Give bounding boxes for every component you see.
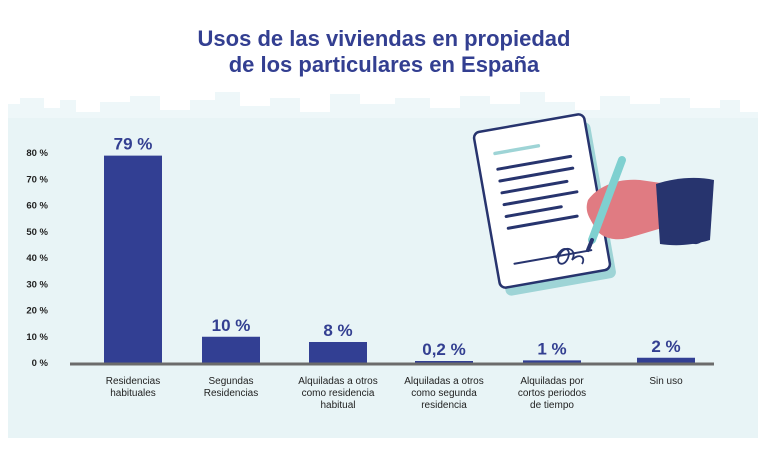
category-label: Residencias habituales (106, 376, 160, 399)
bar-value-label: 79 % (114, 135, 153, 154)
bar (415, 361, 473, 363)
bar-value-label: 8 % (323, 321, 352, 340)
bar (104, 155, 162, 363)
category-label: Segundas Residencias (204, 376, 258, 399)
skyline-decoration (8, 92, 758, 120)
category-label: Sin uso (649, 376, 683, 387)
pen-icon (586, 156, 626, 252)
bar-value-label: 2 % (651, 337, 680, 356)
category-label: Alquiladas a otros como residencia habitua… (298, 376, 378, 411)
y-tick-label: 80 % (26, 148, 48, 159)
title-line-2: de los particulares en España (228, 52, 540, 77)
title-line-1: Usos de las viviendas en propiedad (197, 26, 571, 51)
hand-signing-icon (586, 177, 714, 246)
y-tick-label: 20 % (26, 306, 48, 317)
category-label: Alquiladas por cortos periodos de tiempo (518, 376, 586, 411)
bar (523, 360, 581, 363)
bar-value-label: 10 % (212, 316, 251, 335)
y-tick-label: 0 % (32, 358, 49, 369)
y-tick-label: 40 % (26, 253, 48, 264)
bar-value-label: 1 % (537, 339, 566, 358)
bar (202, 336, 260, 363)
y-tick-label: 10 % (26, 332, 48, 343)
y-tick-label: 60 % (26, 201, 48, 212)
y-tick-label: 70 % (26, 174, 48, 185)
bar (309, 342, 367, 363)
chart-title: Usos de las viviendas en propiedad de lo… (0, 26, 768, 78)
y-tick-label: 50 % (26, 227, 48, 238)
category-label: Alquiladas a otros como segunda residencia (404, 376, 484, 411)
signature-scribble (555, 247, 585, 265)
bar-value-label: 0,2 % (422, 340, 465, 359)
bar (637, 357, 695, 363)
y-tick-label: 30 % (26, 279, 48, 290)
